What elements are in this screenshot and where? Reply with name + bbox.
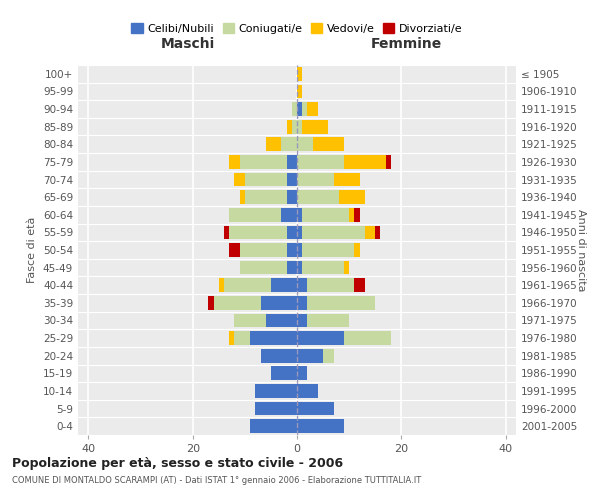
Bar [287,260,297,274]
Text: Popolazione per età, sesso e stato civile - 2006: Popolazione per età, sesso e stato civil… [12,458,343,470]
Bar [313,138,344,151]
Bar [287,226,297,239]
Bar [355,278,365,292]
Bar [208,296,214,310]
Bar [245,172,287,186]
Bar [297,278,307,292]
Bar [297,420,344,433]
Bar [287,120,292,134]
Bar [287,243,297,257]
Text: Maschi: Maschi [160,37,215,51]
Bar [229,331,235,345]
Y-axis label: Fasce di età: Fasce di età [28,217,37,283]
Bar [297,226,302,239]
Bar [271,278,297,292]
Bar [255,384,297,398]
Bar [235,172,245,186]
Bar [250,420,297,433]
Bar [297,260,302,274]
Bar [355,243,359,257]
Bar [307,278,355,292]
Legend: Celibi/Nubili, Coniugati/e, Vedovi/e, Divorziati/e: Celibi/Nubili, Coniugati/e, Vedovi/e, Di… [127,19,467,38]
Bar [297,243,302,257]
Bar [229,208,281,222]
Bar [229,243,239,257]
Bar [224,226,229,239]
Bar [235,331,250,345]
Bar [297,402,334,415]
Bar [239,155,287,169]
Bar [302,208,349,222]
Bar [297,155,344,169]
Bar [297,67,302,80]
Bar [297,190,339,204]
Bar [292,120,297,134]
Bar [297,172,334,186]
Bar [297,349,323,362]
Bar [339,190,365,204]
Bar [307,296,375,310]
Bar [307,102,318,116]
Bar [334,172,359,186]
Bar [302,243,355,257]
Y-axis label: Anni di nascita: Anni di nascita [576,209,586,291]
Bar [229,226,287,239]
Bar [297,366,307,380]
Bar [302,120,328,134]
Bar [224,278,271,292]
Bar [287,155,297,169]
Bar [287,190,297,204]
Bar [239,260,287,274]
Bar [281,208,297,222]
Bar [235,314,266,328]
Bar [260,349,297,362]
Bar [266,138,281,151]
Bar [266,314,297,328]
Bar [344,155,386,169]
Bar [297,296,307,310]
Bar [281,138,297,151]
Bar [287,172,297,186]
Bar [344,331,391,345]
Bar [297,102,302,116]
Bar [271,366,297,380]
Bar [250,331,297,345]
Bar [219,278,224,292]
Bar [245,190,287,204]
Bar [323,349,334,362]
Bar [297,138,313,151]
Bar [255,402,297,415]
Bar [344,260,349,274]
Bar [297,331,344,345]
Bar [239,190,245,204]
Text: COMUNE DI MONTALDO SCARAMPI (AT) - Dati ISTAT 1° gennaio 2006 - Elaborazione TUT: COMUNE DI MONTALDO SCARAMPI (AT) - Dati … [12,476,421,485]
Bar [229,155,239,169]
Bar [386,155,391,169]
Bar [307,314,349,328]
Bar [297,120,302,134]
Bar [239,243,287,257]
Bar [365,226,375,239]
Bar [297,84,302,98]
Bar [355,208,359,222]
Bar [214,296,260,310]
Bar [349,208,355,222]
Bar [375,226,380,239]
Bar [302,102,307,116]
Text: Femmine: Femmine [371,37,442,51]
Bar [292,102,297,116]
Bar [297,384,318,398]
Bar [297,314,307,328]
Bar [260,296,297,310]
Bar [297,208,302,222]
Bar [302,226,365,239]
Bar [302,260,344,274]
